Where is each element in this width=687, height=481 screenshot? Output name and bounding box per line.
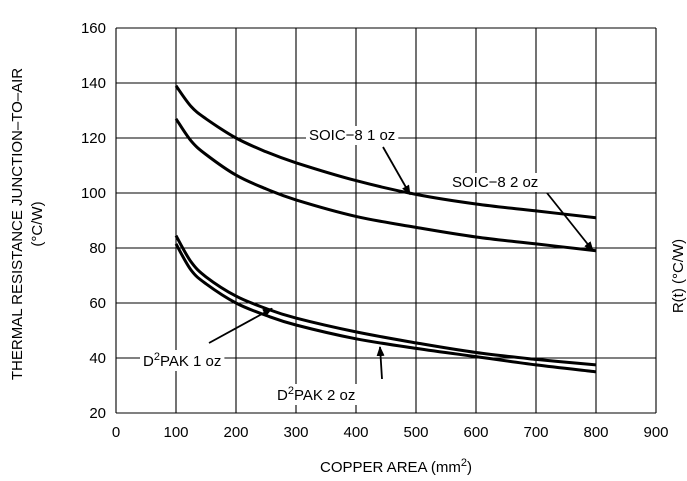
series-line-4 <box>174 243 597 374</box>
tick-labels: 0 100 200 300 400 500 600 700 800 900 20 40 60 80 100 1… <box>81 20 669 441</box>
x-tick-label: 400 <box>343 424 368 441</box>
y-tick-label: 80 <box>89 240 106 257</box>
x-tick-label: 200 <box>223 424 248 441</box>
y-tick-label: 120 <box>81 130 106 147</box>
x-tick-label: 700 <box>523 424 548 441</box>
annotation-arrow-2 <box>546 192 594 252</box>
x-tick-label: 600 <box>463 424 488 441</box>
annotation-label-2: SOIC−8 2 oz <box>452 174 538 191</box>
x-tick-label: 100 <box>163 424 188 441</box>
annotation-label-3: D2PAK 1 oz <box>143 351 221 370</box>
x-tick-label: 0 <box>112 424 120 441</box>
annotation-label-background <box>274 384 359 405</box>
annotation-arrow-1 <box>382 146 411 196</box>
series-line-2 <box>174 117 597 253</box>
annotation-label-background <box>449 173 542 192</box>
y-tick-label: 40 <box>89 350 106 367</box>
y-axis-title: THERMAL RESISTANCE JUNCTION–TO–AIR <box>9 68 26 380</box>
y-tick-label: 140 <box>81 75 106 92</box>
y-tick-label: 60 <box>89 295 106 312</box>
y-axis-unit: (°C/W) <box>29 201 46 246</box>
series-line-3 <box>174 234 597 367</box>
annotation-label-background <box>306 126 399 145</box>
x-tick-label: 300 <box>283 424 308 441</box>
y-tick-label: 20 <box>89 405 106 422</box>
x-tick-label: 800 <box>583 424 608 441</box>
annotations: SOIC−8 1 oz SOIC−8 2 oz D2PAK 1 oz D2PAK 2 … <box>140 126 594 405</box>
y-tick-label: 100 <box>81 185 106 202</box>
series-line-1 <box>174 84 597 220</box>
series-lines <box>174 84 597 374</box>
annotation-label-4: D2PAK 2 oz <box>277 385 355 404</box>
annotation-arrow-4 <box>376 346 385 380</box>
y-tick-label: 160 <box>81 20 106 37</box>
annotation-label-background <box>140 350 225 371</box>
x-tick-label: 900 <box>643 424 668 441</box>
annotation-label-1: SOIC−8 1 oz <box>309 127 395 144</box>
x-tick-label: 500 <box>403 424 428 441</box>
x-axis-title: COPPER AREA (mm2) <box>320 457 472 476</box>
annotation-arrow-3 <box>208 307 273 344</box>
right-edge-axis-title: R(t) (°C/W) <box>670 239 687 313</box>
